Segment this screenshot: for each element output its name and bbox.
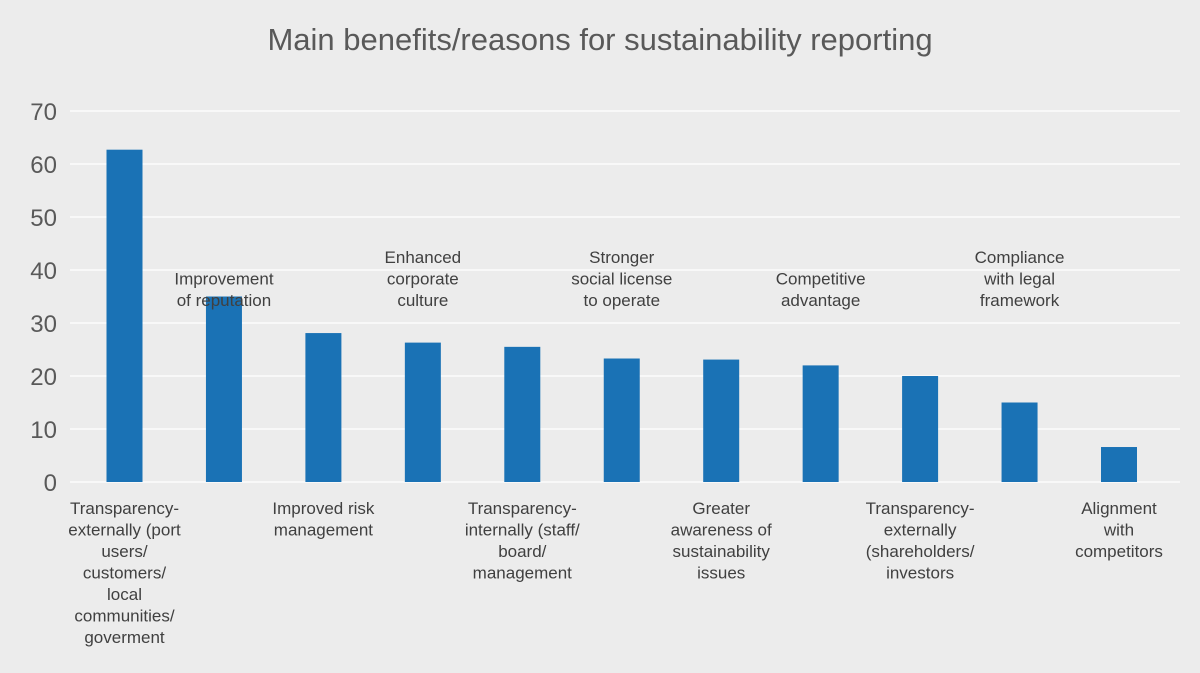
- bar: [1001, 402, 1038, 482]
- y-tick-label: 30: [30, 311, 57, 338]
- y-tick-label: 10: [30, 417, 57, 444]
- category-label: Enhanced corporate culture: [385, 248, 462, 310]
- category-label: Improved risk management: [272, 499, 375, 540]
- bar: [205, 296, 242, 482]
- category-label: Competitive advantage: [776, 270, 866, 311]
- bar: [902, 376, 939, 482]
- y-tick-label: 60: [30, 152, 57, 179]
- category-label: Transparency-internally (staff/board/man…: [465, 499, 580, 583]
- y-tick-label: 70: [30, 99, 57, 126]
- bar: [404, 342, 441, 482]
- category-label: Stronger social license to operate: [571, 248, 672, 310]
- y-tick-label: 40: [30, 258, 57, 285]
- bar: [504, 346, 541, 482]
- y-tick-label: 50: [30, 205, 57, 232]
- bar: [603, 358, 640, 482]
- category-label: Compliance with legal framework: [975, 248, 1065, 310]
- category-label: Transparency-externally (shareholders/inv…: [866, 499, 975, 583]
- y-tick-label: 20: [30, 364, 57, 391]
- bar: [802, 365, 839, 482]
- bar: [1101, 447, 1137, 482]
- bar: [703, 359, 740, 482]
- bar: [305, 333, 342, 482]
- category-label: Alignment with competitors: [1075, 499, 1163, 561]
- chart-title: Main benefits/reasons for sustainability…: [267, 22, 933, 57]
- category-label: Improvement of reputation: [174, 270, 273, 311]
- bar: [106, 149, 143, 482]
- category-label: Greater awareness of sustainability issues: [671, 499, 772, 583]
- category-label: Transparency-externally (port users/custo…: [68, 499, 181, 647]
- y-tick-label: 0: [44, 470, 57, 497]
